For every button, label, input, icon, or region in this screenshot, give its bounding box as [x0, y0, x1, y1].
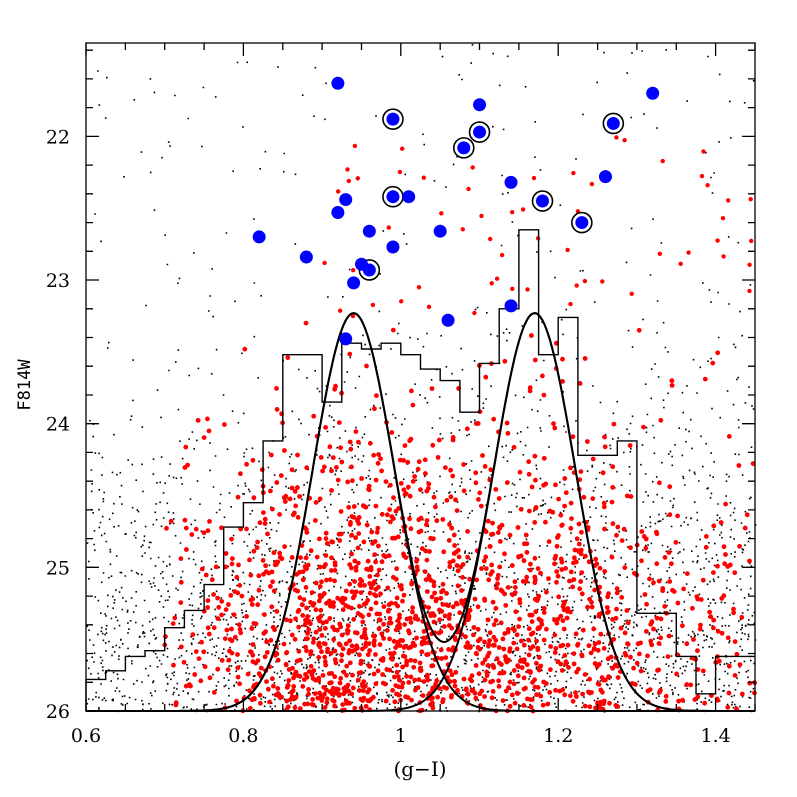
blue-source-point: [386, 112, 400, 126]
y-tick-label: 24: [46, 414, 70, 436]
histogram-outline: [85, 229, 755, 711]
blue-source-point: [331, 76, 345, 90]
blue-source-point: [535, 194, 549, 208]
blue-source-point: [339, 193, 353, 207]
blue-source-point: [252, 230, 266, 244]
blue-source-point: [598, 170, 612, 184]
blue-source-point: [362, 263, 376, 277]
blue-sources-layer: [252, 76, 660, 346]
axis-ticks-layer: [85, 43, 756, 712]
axis-tick-marks: [85, 43, 756, 712]
blue-source-ring: [452, 137, 475, 159]
tick-labels-layer: 0.6 0.8 1 1.2 1.4 22 23 24 25 26: [46, 126, 731, 747]
blue-source-point: [606, 116, 620, 130]
blue-source-point: [457, 141, 471, 155]
x-tick-label: 1: [395, 725, 407, 747]
blue-source-point: [473, 98, 487, 112]
blue-source-point: [339, 332, 353, 346]
red-source-dots: [162, 135, 757, 714]
blue-source-ring: [531, 190, 554, 212]
x-tick-label: 0.8: [228, 725, 258, 747]
blue-source-ring: [382, 108, 404, 130]
plot-frame: [85, 42, 756, 712]
blue-source-point: [433, 224, 447, 238]
blue-source-point: [575, 216, 589, 230]
red-sources-layer: [162, 135, 757, 714]
blue-source-point: [386, 190, 400, 204]
y-tick-label: 22: [46, 126, 70, 148]
blue-source-point: [331, 206, 345, 220]
blue-source-ring: [602, 112, 625, 135]
blue-source-point: [504, 175, 518, 189]
blue-source-point: [646, 86, 660, 100]
y-axis-label: F814W: [15, 359, 35, 411]
histogram-layer: [85, 229, 755, 711]
blue-source-point: [299, 250, 313, 264]
blue-source-point: [347, 276, 361, 290]
blue-source-point: [362, 224, 376, 238]
blue-source-point: [473, 125, 487, 139]
y-tick-label: 26: [46, 701, 70, 723]
blue-source-ring: [468, 121, 491, 143]
x-tick-label: 0.6: [71, 725, 101, 747]
x-axis-label: (g−I): [393, 757, 446, 781]
blue-source-point: [504, 299, 518, 313]
x-tick-label: 1.4: [701, 725, 731, 747]
y-tick-label: 23: [46, 270, 70, 292]
blue-source-point: [402, 190, 416, 204]
blue-source-point: [441, 313, 455, 327]
y-tick-label: 25: [46, 557, 70, 579]
x-tick-label: 1.2: [543, 725, 573, 747]
blue-source-ring: [571, 211, 593, 234]
blue-source-point: [386, 240, 400, 254]
